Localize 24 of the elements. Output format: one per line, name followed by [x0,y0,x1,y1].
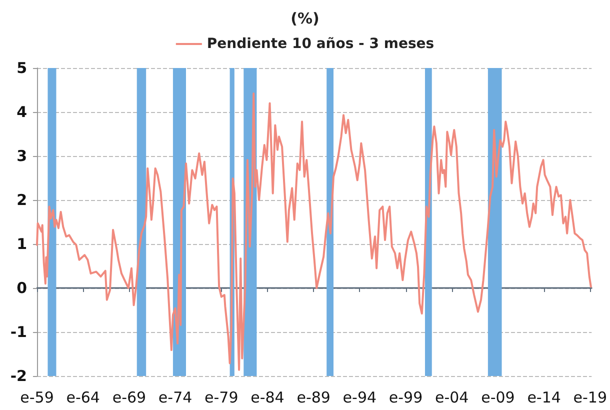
x-tick-label: e-04 [434,388,469,406]
y-tick-label: -1 [10,323,27,341]
line-series [36,92,592,371]
x-tick-label: e-94 [342,388,377,406]
x-tick-label: e-89 [296,388,330,406]
y-tick-label: -2 [10,367,27,385]
y-tick-label: 4 [16,103,27,121]
legend-label: Pendiente 10 años - 3 meses [206,36,434,52]
x-tick-label: e-19 [573,388,608,406]
x-tick-label: e-84 [250,388,284,406]
x-tick-label: e-79 [204,388,238,406]
x-tick-label: e-74 [158,388,192,406]
y-tick-label: 0 [16,279,27,297]
y-tick-label: 1 [16,235,27,253]
x-tick-label: e-99 [388,388,423,406]
y-tick-label: 5 [16,59,27,77]
chart-title: (%) [290,10,320,28]
x-tick-label: e-09 [481,388,515,406]
x-tick-label: e-59 [20,388,54,406]
x-tick-label: e-69 [112,388,146,406]
y-tick-label: 2 [16,191,27,209]
y-tick-label: 3 [16,147,27,165]
x-tick-label: e-64 [66,388,100,406]
x-tick-label: e-14 [527,388,561,406]
